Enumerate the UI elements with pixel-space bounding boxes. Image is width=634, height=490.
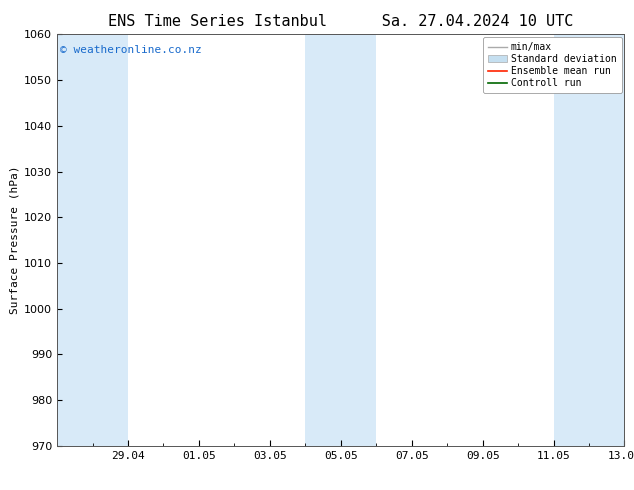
Y-axis label: Surface Pressure (hPa): Surface Pressure (hPa) bbox=[10, 166, 20, 315]
Text: © weatheronline.co.nz: © weatheronline.co.nz bbox=[60, 45, 202, 54]
Legend: min/max, Standard deviation, Ensemble mean run, Controll run: min/max, Standard deviation, Ensemble me… bbox=[482, 37, 621, 93]
Title: ENS Time Series Istanbul      Sa. 27.04.2024 10 UTC: ENS Time Series Istanbul Sa. 27.04.2024 … bbox=[108, 14, 574, 29]
Bar bbox=[553, 34, 624, 446]
Bar bbox=[57, 34, 128, 446]
Bar bbox=[306, 34, 376, 446]
